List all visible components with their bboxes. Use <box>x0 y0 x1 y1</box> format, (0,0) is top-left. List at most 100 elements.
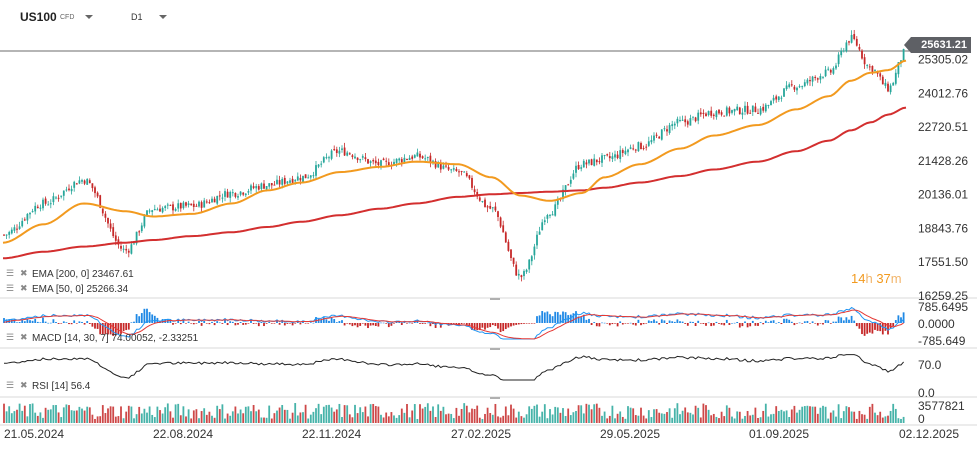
macd-close-icon[interactable]: ✖ <box>20 332 28 342</box>
macd-histogram-bar <box>855 323 858 327</box>
candle-body <box>640 143 642 150</box>
volume-bar <box>75 410 78 423</box>
volume-bar <box>585 403 588 423</box>
volume-bar <box>442 406 445 423</box>
volume-bar <box>567 408 570 423</box>
volume-bar <box>322 406 325 423</box>
volume-bar <box>112 406 115 423</box>
chart-toolbar: US100 CFD D1 <box>0 0 977 36</box>
price-axis-label: 17551.50 <box>918 255 968 269</box>
volume-bar <box>335 409 338 423</box>
candle-body <box>788 84 791 88</box>
candle-body <box>897 62 900 75</box>
volume-bar <box>627 406 629 423</box>
candle-body <box>291 178 294 183</box>
macd-histogram-bar <box>861 323 863 335</box>
candle-body <box>861 50 863 59</box>
volume-bar <box>125 411 128 423</box>
volume-bar <box>686 412 689 423</box>
volume-bar <box>694 405 697 423</box>
volume-bar <box>62 407 65 423</box>
macd-histogram-bar <box>549 314 551 323</box>
volume-bar <box>668 408 671 423</box>
candle-body <box>317 164 320 167</box>
volume-bar <box>775 406 778 423</box>
candle-body <box>221 197 224 199</box>
ema50-close-icon[interactable]: ✖ <box>20 283 28 293</box>
macd-histogram-bar <box>900 317 902 323</box>
macd-settings-icon[interactable]: ☰ <box>6 332 15 342</box>
volume-bar <box>655 409 658 423</box>
macd-histogram-bar <box>473 323 476 331</box>
volume-bar <box>525 414 528 423</box>
macd-histogram-bar <box>465 323 468 326</box>
volume-bar <box>871 403 874 423</box>
volume-bar <box>876 415 879 423</box>
macd-histogram-bar <box>629 322 632 324</box>
interval-dropdown-icon[interactable] <box>159 15 167 19</box>
ema50-line <box>2 59 907 244</box>
candle-body <box>850 34 853 43</box>
volume-bar <box>593 404 596 423</box>
volume-bar <box>887 415 889 423</box>
candle-body <box>250 185 252 191</box>
volume-bar <box>499 417 502 423</box>
macd-histogram-bar <box>788 319 791 323</box>
macd-histogram-bar <box>411 323 414 324</box>
candle-body <box>398 158 401 161</box>
macd-histogram-bar <box>242 323 245 325</box>
macd-histogram-bar <box>348 323 351 325</box>
volume-bar <box>814 406 817 423</box>
macd-histogram-bar <box>237 323 239 325</box>
macd-histogram-bar <box>733 322 736 324</box>
candle-body <box>5 234 8 236</box>
macd-histogram-bar <box>200 323 203 326</box>
macd-histogram-bar <box>546 311 549 323</box>
candle-body <box>439 162 442 170</box>
symbol-name[interactable]: US100 <box>20 10 57 24</box>
volume-bar <box>897 418 900 423</box>
symbol-dropdown-icon[interactable] <box>85 15 93 19</box>
macd-histogram-bar <box>153 315 156 323</box>
candle-body <box>809 80 811 82</box>
volume-bar <box>244 406 247 423</box>
macd-histogram-bar <box>751 320 754 323</box>
candle-body <box>234 192 237 197</box>
interval-selector[interactable]: D1 <box>131 12 143 22</box>
volume-bar <box>338 403 341 423</box>
candle-body <box>307 177 310 179</box>
ema200-close-icon[interactable]: ✖ <box>20 268 28 278</box>
macd-histogram-bar <box>239 321 242 323</box>
candle-body <box>75 183 78 185</box>
candle-body <box>159 208 161 212</box>
volume-bar <box>572 412 575 423</box>
candle-body <box>255 186 258 189</box>
macd-histogram-bar <box>260 322 263 323</box>
macd-histogram-bar <box>421 323 424 324</box>
pane-resize-handle-macd[interactable] <box>490 298 500 300</box>
ema200-settings-icon[interactable]: ☰ <box>6 268 15 278</box>
candle-body <box>177 203 180 209</box>
macd-histogram-bar <box>785 318 788 323</box>
candle-body <box>395 158 398 163</box>
volume-bar <box>780 409 783 423</box>
volume-bar <box>182 406 185 423</box>
pane-resize-handle-volume[interactable] <box>490 397 500 399</box>
macd-histogram-bar <box>101 323 104 335</box>
macd-histogram-bar <box>62 321 65 323</box>
pane-resize-handle-rsi[interactable] <box>490 348 500 350</box>
rsi-close-icon[interactable]: ✖ <box>20 380 28 390</box>
rsi-settings-icon[interactable]: ☰ <box>6 380 15 390</box>
macd-histogram-bar <box>294 323 297 324</box>
volume-bar <box>671 417 674 423</box>
candle-body <box>3 234 5 236</box>
macd-histogram-bar <box>354 323 356 326</box>
macd-histogram-bar <box>177 319 180 323</box>
macd-histogram-bar <box>692 321 694 323</box>
candle-body <box>179 203 182 209</box>
ema50-settings-icon[interactable]: ☰ <box>6 283 15 293</box>
volume-bar <box>809 406 811 423</box>
volume-bar <box>133 418 135 423</box>
